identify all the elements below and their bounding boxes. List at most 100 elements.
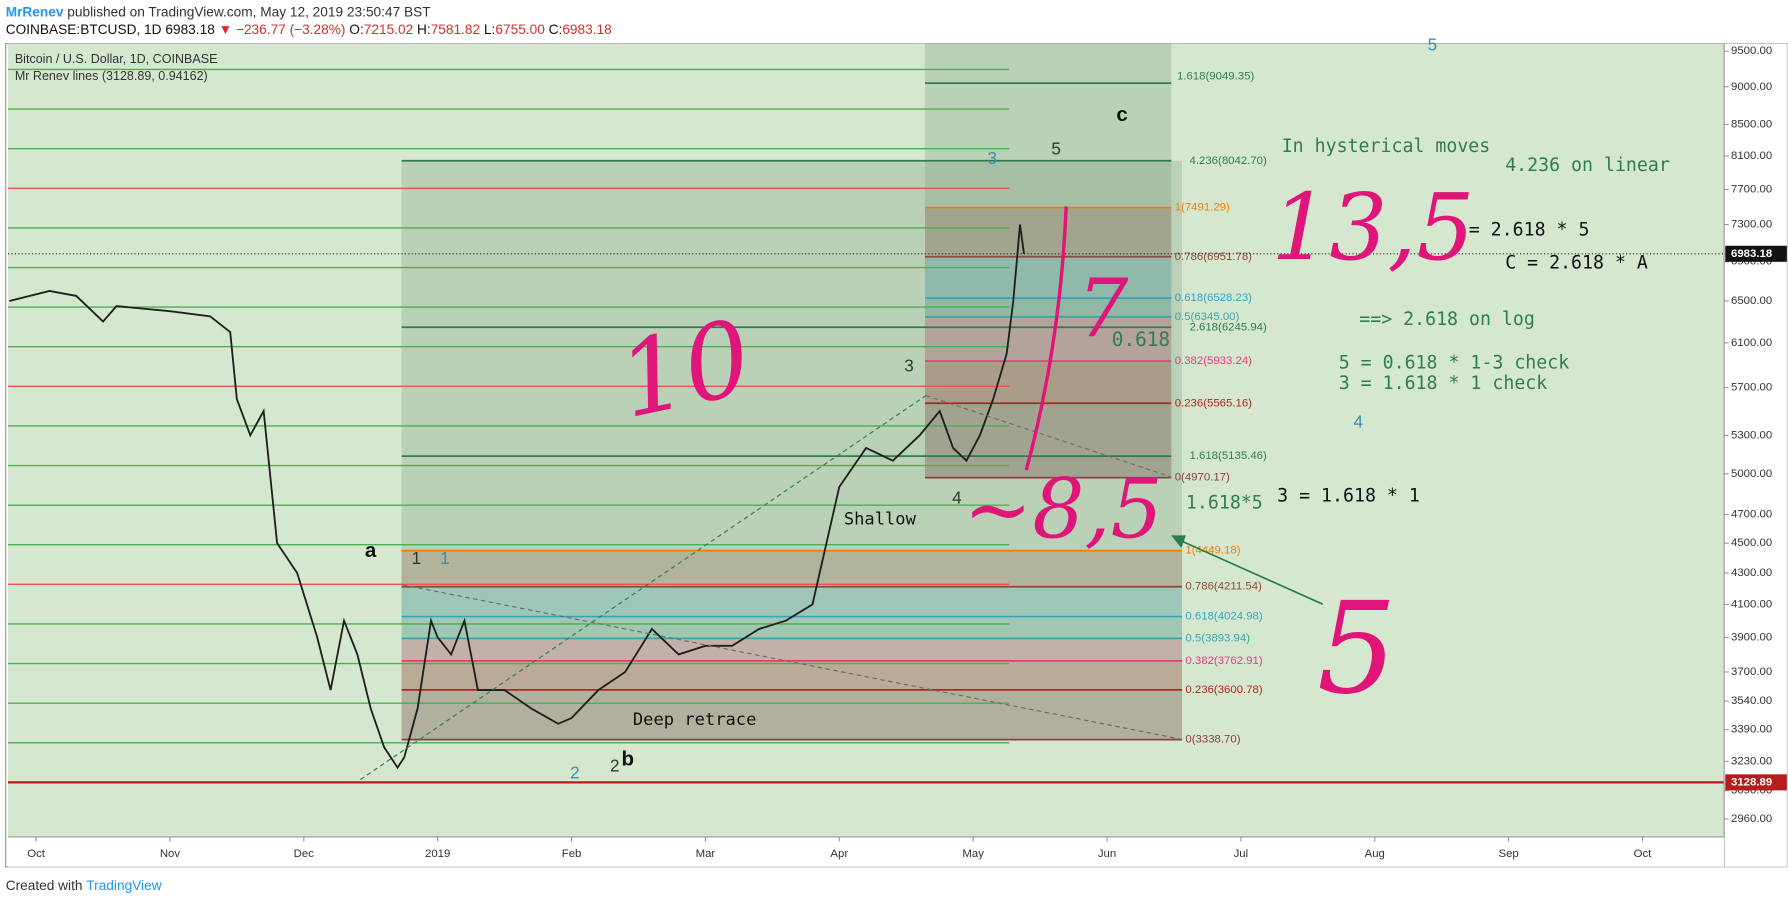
y-tick-label: 3390.00 xyxy=(1731,724,1772,736)
note: 5 = 0.618 * 1-3 check xyxy=(1339,352,1570,373)
fib-label: 0(4970.17) xyxy=(1175,472,1230,484)
hand-stroke xyxy=(1024,206,1068,471)
price-tag xyxy=(1725,774,1787,791)
handwriting: ~8,5 xyxy=(964,462,1163,557)
x-tick-label: Jun xyxy=(1098,848,1116,860)
note: ==> 2.618 on log xyxy=(1359,309,1535,330)
fib-label: 1.618(5135.46) xyxy=(1190,450,1267,462)
price-tag-label: 6983.18 xyxy=(1731,248,1772,260)
fib-label: 0.382(5933.24) xyxy=(1175,355,1252,367)
x-tick-label: 2019 xyxy=(425,848,450,860)
trend-line xyxy=(360,395,927,781)
ohlc-key: L: xyxy=(484,21,495,36)
y-tick-label: 3700.00 xyxy=(1731,666,1772,678)
note: 1.618*5 xyxy=(1186,492,1263,513)
arrow-line xyxy=(1176,538,1324,605)
y-tick-label: 9000.00 xyxy=(1731,81,1772,93)
handwriting: 13,5 xyxy=(1271,174,1474,281)
y-tick-label: 2960.00 xyxy=(1731,813,1772,825)
y-tick-label: 6500.00 xyxy=(1731,295,1772,307)
fib-label: 0.5(6345.00) xyxy=(1175,311,1240,323)
wave-label: 4 xyxy=(952,487,962,507)
x-tick-label: Aug xyxy=(1365,848,1385,860)
fib-label: 0.786(4211.54) xyxy=(1185,581,1262,593)
wave-label: 2 xyxy=(610,756,620,776)
fib-zone xyxy=(401,586,1182,617)
handwriting: 10 xyxy=(609,297,762,442)
fib-label: 1.618(9049.35) xyxy=(1177,70,1254,82)
price: 6983.18 xyxy=(165,21,215,36)
footer: Created with TradingView xyxy=(6,878,162,893)
x-tick-label: May xyxy=(962,848,984,860)
y-tick-label: 4100.00 xyxy=(1731,598,1772,610)
y-tick-label: 3900.00 xyxy=(1731,631,1772,643)
x-tick-label: Dec xyxy=(294,848,315,860)
fib-label: 0.5(3893.94) xyxy=(1185,632,1250,644)
x-tick-label: Nov xyxy=(160,848,181,860)
plot-background xyxy=(7,43,1725,837)
author[interactable]: MrRenev xyxy=(6,4,64,19)
x-tick-label: Oct xyxy=(1634,848,1653,860)
chart-title: Bitcoin / U.S. Dollar, 1D, COINBASE xyxy=(15,52,218,66)
indicator-legend: Mr Renev lines (3128.89, 0.94162) xyxy=(15,69,208,83)
footer-prefix: Created with xyxy=(6,878,83,893)
price-axis xyxy=(1724,43,1787,867)
fib-label: 1(7491.29) xyxy=(1175,202,1230,214)
ohlc-value: 7581.82 xyxy=(431,21,480,36)
symbol-line: COINBASE:BTCUSD, 1D 6983.18 ▼ −236.77 (−… xyxy=(6,21,612,36)
ohlc-value: 6755.00 xyxy=(495,21,545,36)
footer-brand[interactable]: TradingView xyxy=(86,878,161,893)
note: Shallow xyxy=(844,509,917,529)
wave-label: 2 xyxy=(570,762,580,782)
note: 3 = 1.618 * 1 check xyxy=(1339,373,1548,394)
wave-label: 3 xyxy=(988,148,998,168)
wave-label: c xyxy=(1116,103,1127,126)
fib-zone xyxy=(924,316,1172,362)
fib-zone xyxy=(401,616,1182,639)
y-tick-label: 5700.00 xyxy=(1731,381,1772,393)
y-tick-label: 4300.00 xyxy=(1731,567,1772,579)
price-tag xyxy=(1725,245,1787,262)
time-axis xyxy=(7,836,1725,867)
y-tick-label: 3230.00 xyxy=(1731,755,1772,767)
wave-label: 1 xyxy=(440,548,450,568)
fib-label: 2.618(6245.94) xyxy=(1190,321,1267,333)
price-line xyxy=(9,224,1025,770)
x-tick-label: Sep xyxy=(1498,848,1518,860)
published: published on TradingView.com, May 12, 20… xyxy=(67,4,431,19)
ohlc-key: H: xyxy=(417,21,431,36)
note: 4.236 on linear xyxy=(1505,155,1670,176)
fib-zone xyxy=(401,689,1182,740)
x-tick-label: Feb xyxy=(562,848,582,860)
price-tag-label: 3128.89 xyxy=(1731,776,1772,788)
y-tick-label: 8500.00 xyxy=(1731,118,1772,130)
fib-label: 0.236(5565.16) xyxy=(1175,397,1252,409)
handwriting: 7 xyxy=(1078,262,1129,355)
trend-line xyxy=(925,394,1172,478)
fib-zone xyxy=(924,207,1172,257)
y-tick-label: 8100.00 xyxy=(1731,150,1772,162)
y-tick-label: 3540.00 xyxy=(1731,695,1772,707)
wave-label: a xyxy=(365,539,377,562)
wave-label: 4 xyxy=(1354,412,1364,432)
y-tick-label: 7300.00 xyxy=(1731,219,1772,231)
y-tick-label: 7700.00 xyxy=(1731,183,1772,195)
y-tick-label: 6100.00 xyxy=(1731,337,1772,349)
handwriting: 5 xyxy=(1317,575,1397,722)
fib-zone xyxy=(924,256,1172,299)
wave-label: 1 xyxy=(412,548,422,568)
ohlc-key: C: xyxy=(549,21,563,36)
x-tick-label: Jul xyxy=(1234,848,1249,860)
x-tick-label: Oct xyxy=(27,848,46,860)
wave-label: 3 xyxy=(904,355,914,375)
arrow-head xyxy=(1171,535,1186,549)
ohlc-key: O: xyxy=(349,21,363,36)
ohlc-value: 7215.02 xyxy=(364,21,413,36)
header-line: MrRenev published on TradingView.com, Ma… xyxy=(6,4,432,19)
fib-label: 1(4449.18) xyxy=(1185,545,1240,557)
note: = 2.618 * 5 xyxy=(1469,219,1590,240)
wave-label: 5 xyxy=(1428,34,1438,54)
note: C = 2.618 * A xyxy=(1505,253,1648,274)
y-tick-label: 5000.00 xyxy=(1731,468,1772,480)
